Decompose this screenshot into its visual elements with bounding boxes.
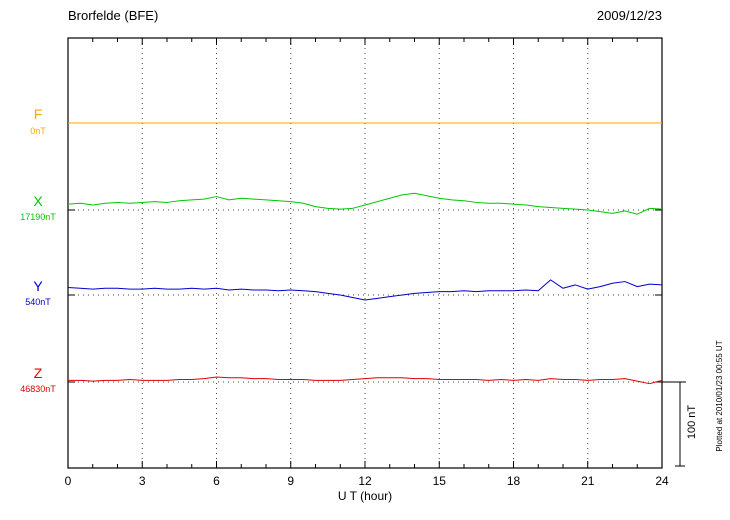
trace-x (67, 192, 663, 215)
svg-text:0: 0 (65, 474, 72, 488)
svg-text:12: 12 (358, 474, 372, 488)
series-label-f: F (33, 106, 43, 122)
x-axis-label: U T (hour) (337, 489, 393, 503)
svg-text:3: 3 (139, 474, 146, 488)
svg-text:9: 9 (287, 474, 294, 488)
svg-text:24: 24 (655, 474, 669, 488)
trace-z (68, 376, 663, 385)
series-label-y: Y (33, 278, 43, 294)
scale-bar-label: 100 nT (686, 404, 698, 440)
svg-text:21: 21 (581, 474, 595, 488)
series-baseline-z: 46830nT (20, 384, 56, 394)
series-label-z: Z (33, 365, 43, 381)
svg-text:6: 6 (213, 474, 220, 488)
svg-text:15: 15 (433, 474, 447, 488)
series-baseline-f: 0nT (30, 126, 46, 136)
svg-text:18: 18 (507, 474, 521, 488)
series-baseline-y: 540nT (25, 297, 51, 307)
series-label-x: X (33, 193, 43, 209)
station-title: Brorfelde (BFE) (68, 8, 159, 23)
series-baseline-x: 17190nT (20, 212, 56, 222)
date-label: 2009/12/23 (596, 8, 662, 23)
plotted-at-note: Plotted at 2010/01/23 00:55 UT (715, 340, 724, 452)
trace-y (67, 279, 663, 301)
